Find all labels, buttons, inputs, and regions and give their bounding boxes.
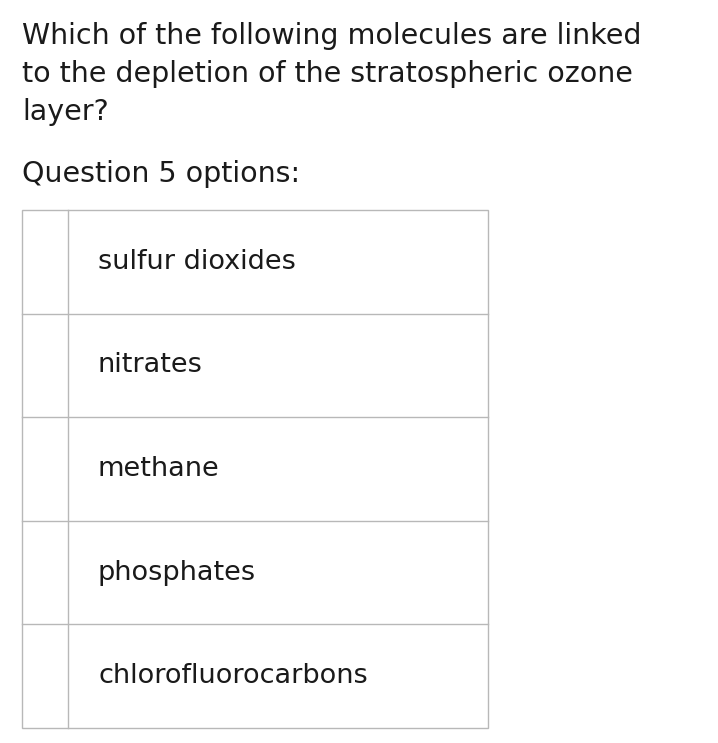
Text: nitrates: nitrates: [98, 352, 203, 378]
Text: chlorofluorocarbons: chlorofluorocarbons: [98, 663, 368, 690]
Text: to the depletion of the stratospheric ozone: to the depletion of the stratospheric oz…: [22, 60, 633, 88]
Text: Which of the following molecules are linked: Which of the following molecules are lin…: [22, 22, 641, 50]
Text: layer?: layer?: [22, 98, 108, 126]
Text: methane: methane: [98, 456, 220, 482]
Bar: [22, 210, 488, 728]
Text: Question 5 options:: Question 5 options:: [22, 160, 300, 188]
Text: phosphates: phosphates: [98, 559, 256, 585]
Text: sulfur dioxides: sulfur dioxides: [98, 249, 296, 275]
